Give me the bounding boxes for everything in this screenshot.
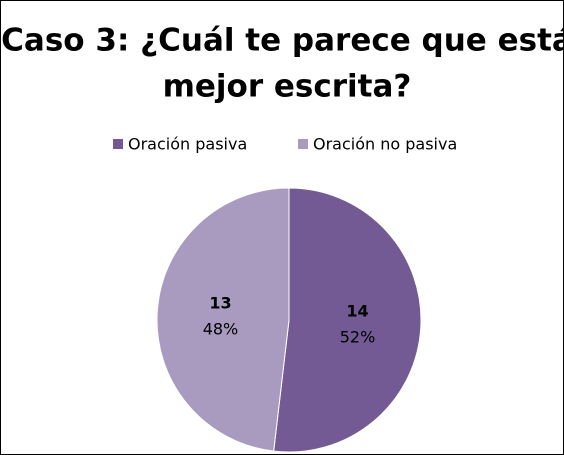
legend-swatch xyxy=(298,139,308,149)
pie-slice xyxy=(273,187,422,453)
legend-label: Oración pasiva xyxy=(128,135,247,154)
legend-label: Oración no pasiva xyxy=(313,135,457,154)
value-label: 14 xyxy=(346,301,368,320)
legend-swatch xyxy=(113,139,123,149)
percent-label: 48% xyxy=(203,320,239,339)
chart-title: mejor escrita? xyxy=(163,69,412,105)
value-label: 13 xyxy=(209,294,231,313)
chart-title: Caso 3: ¿Cuál te parece que está xyxy=(1,23,564,59)
percent-label: 52% xyxy=(340,327,376,346)
pie-slice xyxy=(156,187,290,452)
